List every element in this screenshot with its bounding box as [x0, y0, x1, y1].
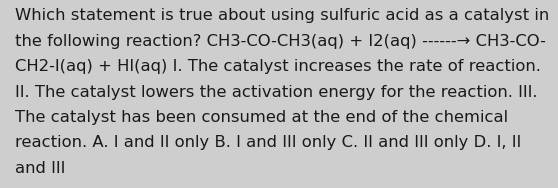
Text: and III: and III	[15, 161, 65, 176]
Text: II. The catalyst lowers the activation energy for the reaction. III.: II. The catalyst lowers the activation e…	[15, 85, 537, 100]
Text: reaction. A. I and II only B. I and III only C. II and III only D. I, II: reaction. A. I and II only B. I and III …	[15, 135, 521, 150]
Text: Which statement is true about using sulfuric acid as a catalyst in: Which statement is true about using sulf…	[15, 8, 549, 24]
Text: CH2-I(aq) + HI(aq) I. The catalyst increases the rate of reaction.: CH2-I(aq) + HI(aq) I. The catalyst incre…	[15, 59, 541, 74]
Text: The catalyst has been consumed at the end of the chemical: The catalyst has been consumed at the en…	[15, 110, 508, 125]
Text: the following reaction? CH3-CO-CH3(aq) + I2(aq) ------→ CH3-CO-: the following reaction? CH3-CO-CH3(aq) +…	[15, 34, 546, 49]
